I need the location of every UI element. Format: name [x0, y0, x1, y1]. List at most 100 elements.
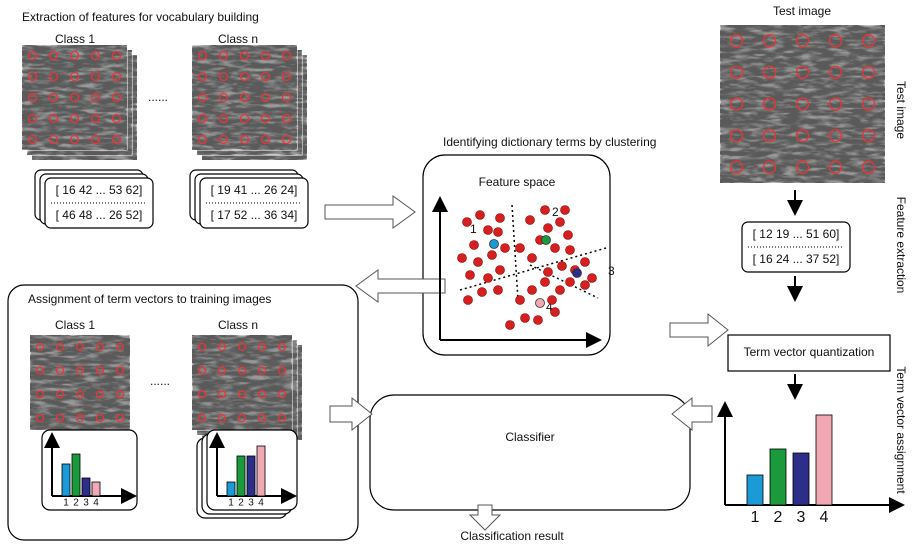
texture [192, 335, 292, 430]
feature-point [581, 258, 590, 267]
feature-point [516, 296, 525, 305]
histogram-bar [247, 456, 255, 496]
feature-point [541, 278, 550, 287]
histogram-bar [257, 446, 265, 496]
feature-vector: [ 19 41 ... 26 24] [211, 183, 298, 197]
cluster-center [536, 299, 545, 308]
flow-arrow [325, 196, 415, 228]
feature-point [544, 224, 553, 233]
bin-label: 2 [774, 509, 783, 526]
feature-point [548, 296, 557, 305]
feature-point [526, 216, 535, 225]
histogram-bar [747, 475, 763, 505]
feature-point [541, 206, 550, 215]
bin-label: 4 [820, 509, 829, 526]
classifier-label: Classifier [505, 430, 554, 444]
bin-label: 3 [83, 498, 89, 509]
histogram-bar [72, 454, 80, 496]
bin-label: 1 [228, 498, 234, 509]
bin-label: 4 [258, 498, 264, 509]
feature-point [588, 274, 597, 283]
feature-point [566, 246, 575, 255]
histogram-bar [237, 456, 245, 496]
feature-vector: [ 12 19 ... 51 60] [753, 227, 840, 241]
ellipsis: ...... [148, 90, 168, 104]
section-title: Extraction of features for vocabulary bu… [22, 10, 259, 24]
section-title: Assignment of term vectors to training i… [28, 292, 271, 306]
feature-point [466, 271, 475, 280]
panel-title: Feature space [479, 175, 556, 189]
feature-point [528, 286, 537, 295]
flow-arrow [670, 314, 728, 346]
bin-label: 1 [63, 498, 69, 509]
histogram-bar [816, 415, 832, 505]
feature-point [516, 244, 525, 253]
feature-point [496, 214, 505, 223]
feature-point [501, 244, 510, 253]
side-label: Term vector assignment [894, 366, 908, 494]
cluster-center [542, 236, 551, 245]
feature-point [458, 254, 467, 263]
feature-point [581, 281, 590, 290]
feature-point [484, 226, 493, 235]
feature-point [506, 321, 515, 330]
class-label: Class 1 [55, 318, 95, 332]
cluster-center [490, 240, 499, 249]
texture [30, 335, 130, 430]
feature-point [551, 244, 560, 253]
histogram-bar [62, 464, 70, 496]
bin-label: 2 [73, 498, 79, 509]
texture [22, 45, 127, 150]
histogram-bar [770, 449, 786, 505]
side-label: Test image [894, 81, 908, 139]
feature-point [544, 268, 553, 277]
feature-point [488, 251, 497, 260]
bin-label: 3 [248, 498, 254, 509]
section-title: Identifying dictionary terms by clusteri… [443, 135, 656, 149]
feature-point [521, 314, 530, 323]
bin-label: 3 [797, 509, 806, 526]
feature-vector: [ 16 42 ... 53 62] [56, 183, 143, 197]
feature-point [534, 316, 543, 325]
cluster-center [573, 269, 582, 278]
class-label: Class n [218, 32, 258, 46]
feature-vector: [ 16 24 ... 37 52] [753, 252, 840, 266]
feature-point [551, 308, 560, 317]
feature-point [496, 266, 505, 275]
feature-point [470, 241, 479, 250]
bin-label: 4 [93, 498, 99, 509]
feature-point [464, 296, 473, 305]
feature-point [494, 286, 503, 295]
ellipsis: ...... [150, 374, 170, 388]
side-label: Feature extraction [894, 197, 908, 294]
feature-vector: [ 17 52 ... 36 34] [211, 208, 298, 222]
histogram-bar [92, 482, 100, 496]
histogram-card [42, 430, 137, 510]
feature-point [494, 228, 503, 237]
feature-point [474, 258, 483, 267]
bin-label: 2 [238, 498, 244, 509]
quantization-label: Term vector quantization [744, 345, 875, 359]
feature-point [558, 262, 567, 271]
feature-point [556, 218, 565, 227]
feature-point [561, 206, 570, 215]
result-label: Classification result [460, 529, 564, 543]
histogram-bar [82, 478, 90, 496]
classifier-box [370, 395, 690, 510]
cluster-label: 3 [608, 264, 615, 278]
bin-label: 1 [751, 509, 760, 526]
feature-vector: [ 46 48 ... 26 52] [56, 208, 143, 222]
texture [720, 25, 885, 183]
section-title: Test image [773, 4, 831, 18]
cluster-label: 2 [552, 205, 559, 219]
feature-point [484, 274, 493, 283]
class-label: Class 1 [55, 32, 95, 46]
feature-point [566, 278, 575, 287]
diagram: Extraction of features for vocabulary bu… [0, 0, 916, 547]
feature-point [478, 288, 487, 297]
histogram-bar [227, 482, 235, 496]
feature-point [476, 211, 485, 220]
histogram-bar [793, 453, 809, 505]
feature-point [556, 286, 565, 295]
feature-point [528, 254, 537, 263]
